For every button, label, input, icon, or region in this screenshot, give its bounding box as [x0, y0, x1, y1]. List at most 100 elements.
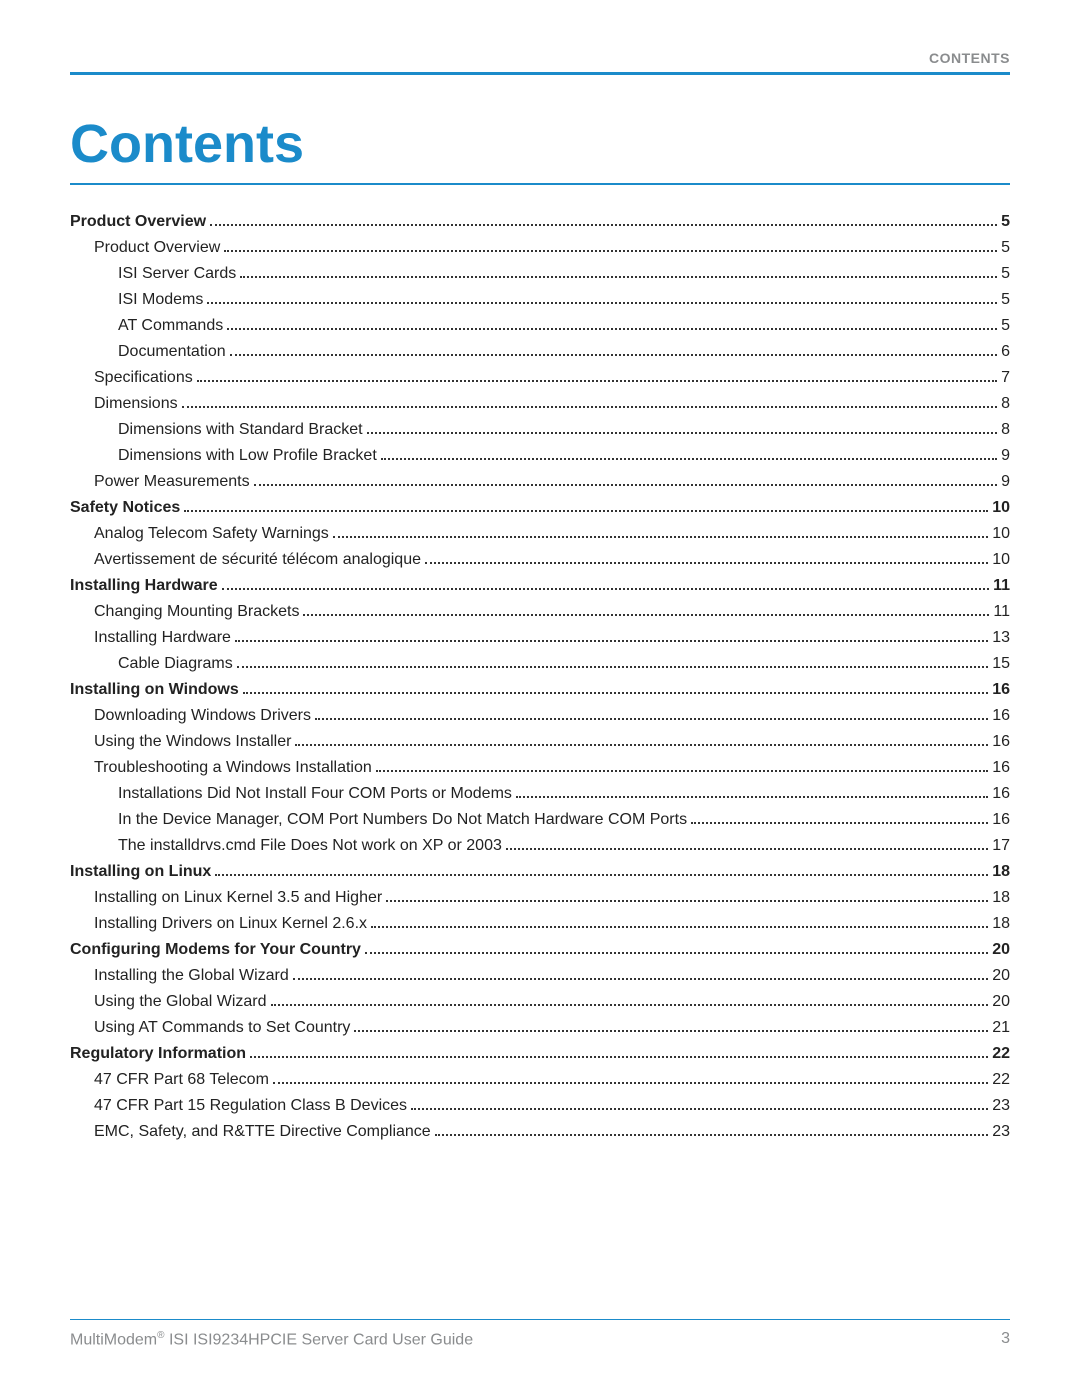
footer-product: MultiModem — [70, 1331, 157, 1348]
toc-label: ISI Modems — [118, 291, 203, 309]
toc-row[interactable]: Regulatory Information22 — [70, 1045, 1010, 1063]
toc-page-number: 10 — [992, 525, 1010, 543]
toc-row[interactable]: Downloading Windows Drivers 16 — [70, 707, 1010, 725]
toc-row[interactable]: AT Commands5 — [70, 317, 1010, 335]
toc-label: 47 CFR Part 15 Regulation Class B Device… — [94, 1097, 407, 1115]
toc-row[interactable]: Analog Telecom Safety Warnings 10 — [70, 525, 1010, 543]
toc-row[interactable]: The installdrvs.cmd File Does Not work o… — [70, 837, 1010, 855]
toc-page-number: 18 — [992, 889, 1010, 907]
toc-label: 47 CFR Part 68 Telecom — [94, 1071, 269, 1089]
toc-leader — [333, 536, 988, 538]
toc-row[interactable]: In the Device Manager, COM Port Numbers … — [70, 811, 1010, 829]
toc-leader — [243, 692, 988, 694]
toc-row[interactable]: Dimensions with Low Profile Bracket9 — [70, 447, 1010, 465]
toc-row[interactable]: Using AT Commands to Set Country 21 — [70, 1019, 1010, 1037]
toc-leader — [303, 614, 989, 616]
toc-label: Power Measurements — [94, 473, 250, 491]
toc-label: EMC, Safety, and R&TTE Directive Complia… — [94, 1123, 431, 1141]
toc-label: Installing on Windows — [70, 681, 239, 699]
toc-row[interactable]: Specifications7 — [70, 369, 1010, 387]
toc-row[interactable]: ISI Modems5 — [70, 291, 1010, 309]
toc-row[interactable]: Installing on Windows16 — [70, 681, 1010, 699]
toc-page-number: 18 — [992, 915, 1010, 933]
title-rule — [70, 183, 1010, 185]
toc-leader — [273, 1082, 988, 1084]
toc-row[interactable]: Configuring Modems for Your Country20 — [70, 941, 1010, 959]
toc-row[interactable]: Documentation6 — [70, 343, 1010, 361]
toc-leader — [235, 640, 988, 642]
toc-row[interactable]: Power Measurements 9 — [70, 473, 1010, 491]
toc-row[interactable]: Installing the Global Wizard20 — [70, 967, 1010, 985]
toc-row[interactable]: Avertissement de sécurité télécom analog… — [70, 551, 1010, 569]
toc-label: Product Overview — [70, 213, 206, 231]
toc-page-number: 9 — [1001, 473, 1010, 491]
toc-row[interactable]: Dimensions8 — [70, 395, 1010, 413]
toc-label: Documentation — [118, 343, 226, 361]
toc-row[interactable]: 47 CFR Part 68 Telecom22 — [70, 1071, 1010, 1089]
toc-row[interactable]: Cable Diagrams 15 — [70, 655, 1010, 673]
toc-label: Using the Global Wizard — [94, 993, 267, 1011]
toc-leader — [227, 328, 997, 330]
toc-label: Installing on Linux — [70, 863, 211, 881]
toc-row[interactable]: Installing Hardware13 — [70, 629, 1010, 647]
toc-leader — [210, 224, 997, 226]
toc-row[interactable]: ISI Server Cards5 — [70, 265, 1010, 283]
toc-label: Troubleshooting a Windows Installation — [94, 759, 372, 777]
toc-label: Installing Hardware — [70, 577, 218, 595]
toc-page-number: 17 — [992, 837, 1010, 855]
toc-label: Using AT Commands to Set Country — [94, 1019, 350, 1037]
toc-row[interactable]: Troubleshooting a Windows Installation16 — [70, 759, 1010, 777]
page-title: Contents — [70, 113, 1010, 175]
toc-label: Analog Telecom Safety Warnings — [94, 525, 329, 543]
toc-label: Downloading Windows Drivers — [94, 707, 311, 725]
toc-label: Installing the Global Wizard — [94, 967, 289, 985]
toc-row[interactable]: Using the Windows Installer16 — [70, 733, 1010, 751]
toc-leader — [435, 1134, 989, 1136]
toc-label: Using the Windows Installer — [94, 733, 291, 751]
toc-row[interactable]: 47 CFR Part 15 Regulation Class B Device… — [70, 1097, 1010, 1115]
toc-label: Cable Diagrams — [118, 655, 233, 673]
toc-leader — [365, 952, 988, 954]
toc-page-number: 16 — [992, 707, 1010, 725]
toc-row[interactable]: Installing on Linux Kernel 3.5 and Highe… — [70, 889, 1010, 907]
toc-row[interactable]: Changing Mounting Brackets11 — [70, 603, 1010, 621]
toc-row[interactable]: Using the Global Wizard 20 — [70, 993, 1010, 1011]
toc-page-number: 15 — [992, 655, 1010, 673]
toc-row[interactable]: Installing Hardware 11 — [70, 577, 1010, 595]
toc-page-number: 10 — [992, 499, 1010, 517]
toc-leader — [376, 770, 988, 772]
toc-page-number: 20 — [992, 993, 1010, 1011]
toc-page-number: 8 — [1001, 395, 1010, 413]
toc-leader — [425, 562, 988, 564]
toc-row[interactable]: Installations Did Not Install Four COM P… — [70, 785, 1010, 803]
toc-row[interactable]: Installing on Linux18 — [70, 863, 1010, 881]
toc-page-number: 13 — [992, 629, 1010, 647]
toc-row[interactable]: Installing Drivers on Linux Kernel 2.6.x… — [70, 915, 1010, 933]
toc-leader — [224, 250, 997, 252]
toc-row[interactable]: Product Overview5 — [70, 239, 1010, 257]
toc-label: ISI Server Cards — [118, 265, 236, 283]
toc-leader — [293, 978, 988, 980]
toc-leader — [254, 484, 997, 486]
toc-page-number: 21 — [992, 1019, 1010, 1037]
toc-row[interactable]: EMC, Safety, and R&TTE Directive Complia… — [70, 1123, 1010, 1141]
toc-leader — [386, 900, 988, 902]
toc-label: The installdrvs.cmd File Does Not work o… — [118, 837, 502, 855]
toc-label: Installations Did Not Install Four COM P… — [118, 785, 512, 803]
toc-leader — [295, 744, 988, 746]
toc-label: Installing on Linux Kernel 3.5 and Highe… — [94, 889, 382, 907]
toc-label: Configuring Modems for Your Country — [70, 941, 361, 959]
toc-row[interactable]: Safety Notices10 — [70, 499, 1010, 517]
toc-row[interactable]: Product Overview5 — [70, 213, 1010, 231]
toc-page-number: 16 — [992, 811, 1010, 829]
toc-leader — [182, 406, 998, 408]
page-footer: MultiModem® ISI ISI9234HPCIE Server Card… — [70, 1319, 1010, 1349]
toc-row[interactable]: Dimensions with Standard Bracket8 — [70, 421, 1010, 439]
toc-page-number: 16 — [992, 785, 1010, 803]
toc-leader — [371, 926, 988, 928]
header-section-label: CONTENTS — [70, 50, 1010, 66]
toc-leader — [215, 874, 988, 876]
toc-page-number: 11 — [993, 577, 1010, 595]
toc-page-number: 9 — [1001, 447, 1010, 465]
toc-label: Product Overview — [94, 239, 220, 257]
